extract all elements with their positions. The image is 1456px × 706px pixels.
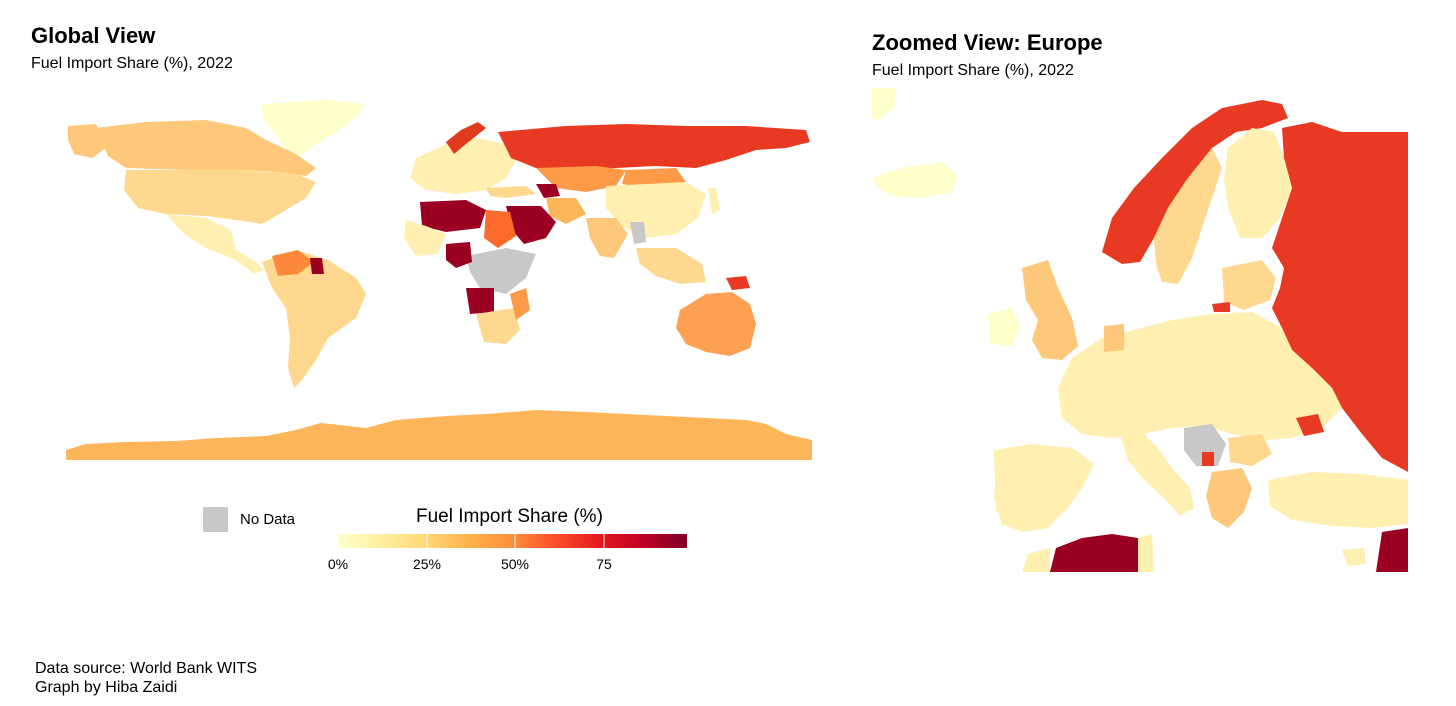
south-america-region bbox=[262, 250, 366, 388]
antarctica-region bbox=[66, 410, 812, 460]
legend-title: Fuel Import Share (%) bbox=[416, 506, 603, 527]
syria-edge-region bbox=[1376, 528, 1408, 572]
europe-view-subtitle: Fuel Import Share (%), 2022 bbox=[872, 62, 1074, 79]
russia-east-region bbox=[1272, 122, 1408, 472]
alaska-region bbox=[68, 124, 106, 158]
no-data-label: No Data bbox=[240, 511, 296, 528]
no-data-swatch bbox=[203, 507, 228, 532]
canada-region bbox=[96, 120, 316, 176]
turkey-region bbox=[486, 186, 536, 198]
myanmar-region bbox=[630, 222, 646, 244]
bulgaria-region bbox=[1228, 434, 1272, 466]
iran-region bbox=[546, 198, 586, 224]
ireland-region bbox=[988, 308, 1020, 346]
iceland-region bbox=[872, 162, 958, 198]
montenegro-region bbox=[1202, 452, 1214, 466]
sweden-region bbox=[1154, 148, 1222, 284]
caspian-region bbox=[536, 184, 560, 198]
usa-region bbox=[124, 170, 316, 224]
global-view-subtitle: Fuel Import Share (%), 2022 bbox=[31, 55, 233, 72]
legend-tick-25: 25% bbox=[412, 556, 442, 572]
japan-region bbox=[708, 188, 720, 214]
iberia-region bbox=[994, 444, 1094, 532]
australia-region bbox=[676, 292, 756, 356]
north-africa-region bbox=[420, 200, 486, 232]
greenland-region bbox=[261, 100, 366, 156]
central-africa-region bbox=[466, 248, 536, 294]
turkey-zoom-region bbox=[1268, 472, 1408, 528]
global-map bbox=[66, 100, 812, 460]
india-region bbox=[586, 218, 628, 258]
global-view-title: Global View bbox=[31, 23, 156, 48]
europe-region bbox=[410, 138, 516, 194]
norway-region bbox=[446, 122, 486, 154]
europe-view-title: Zoomed View: Europe bbox=[872, 30, 1103, 55]
saudi-region bbox=[506, 206, 556, 244]
greece-region bbox=[1206, 468, 1252, 528]
balkans-grey-region bbox=[1184, 424, 1226, 466]
legend-tick-0: 0% bbox=[327, 556, 349, 572]
east-africa-region bbox=[510, 288, 530, 320]
netherlands-region bbox=[1104, 324, 1124, 352]
russia-region bbox=[498, 124, 810, 170]
southern-africa-region bbox=[476, 308, 520, 344]
legend-tick-75: 75 bbox=[596, 556, 612, 572]
southeast-asia-region bbox=[636, 248, 706, 284]
baltics-region bbox=[1222, 260, 1276, 310]
algeria-region bbox=[1050, 534, 1138, 572]
crimea-region bbox=[1296, 414, 1324, 436]
angola-region bbox=[466, 288, 494, 314]
kazakhstan-region bbox=[536, 166, 626, 192]
mexico-region bbox=[166, 214, 264, 274]
greenland-fragment bbox=[872, 88, 896, 120]
guyana-region bbox=[310, 258, 324, 274]
tunisia-region bbox=[1022, 548, 1050, 572]
finland-region bbox=[1224, 128, 1292, 238]
italy-region bbox=[1120, 432, 1194, 516]
cyprus-region bbox=[1342, 548, 1366, 566]
author-caption: Graph by Hiba Zaidi bbox=[35, 679, 178, 696]
papua-region bbox=[726, 276, 750, 290]
venezuela-region bbox=[272, 250, 314, 276]
kaliningrad-region bbox=[1212, 302, 1230, 312]
europe-map bbox=[872, 88, 1408, 572]
west-africa-region bbox=[404, 220, 446, 256]
norway-zoom-region bbox=[1102, 100, 1288, 264]
legend-colorbar bbox=[338, 534, 687, 548]
portugal-region bbox=[994, 452, 1012, 512]
sudan-region bbox=[484, 210, 516, 248]
uk-region bbox=[1022, 260, 1078, 360]
morocco-edge-region bbox=[1138, 534, 1154, 572]
no-data-legend: No Data bbox=[203, 507, 295, 532]
data-source-caption: Data source: World Bank WITS bbox=[35, 660, 257, 677]
legend-tick-50: 50% bbox=[500, 556, 530, 572]
continental-europe-region bbox=[1058, 312, 1342, 440]
nigeria-region bbox=[446, 242, 472, 268]
